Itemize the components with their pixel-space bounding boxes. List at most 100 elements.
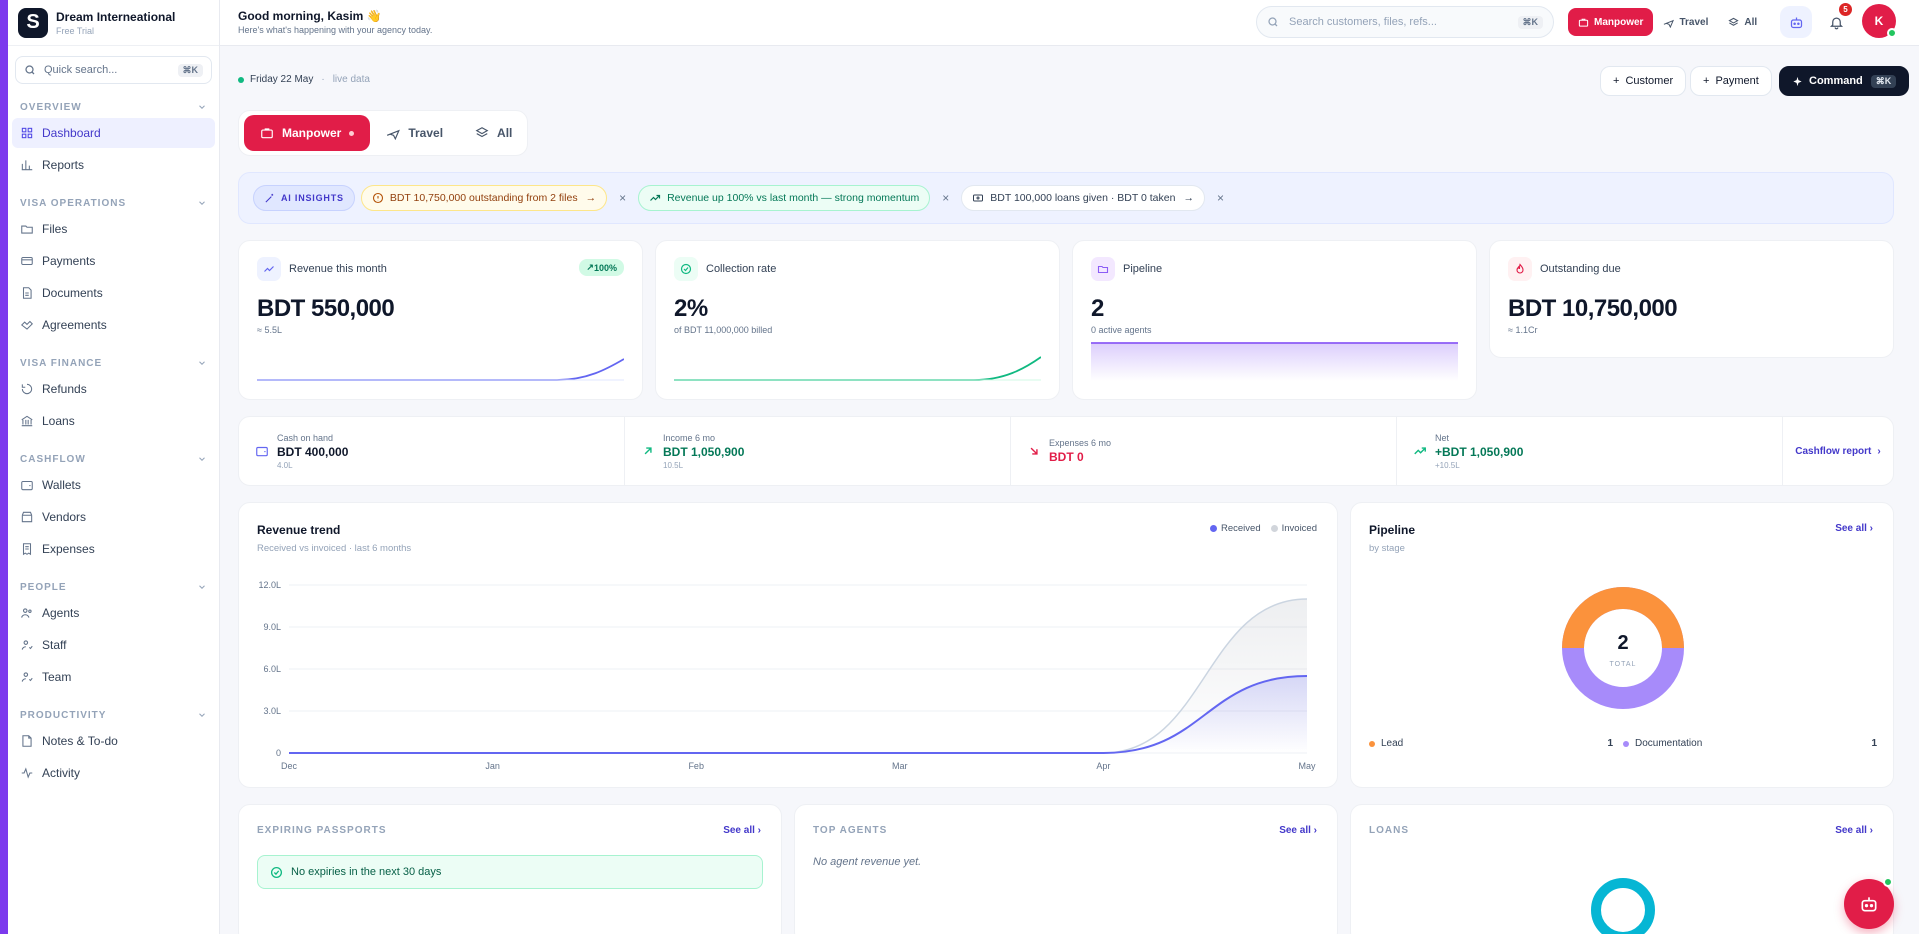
chevron-down-icon: [199, 713, 205, 717]
loans-title: LOANS: [1369, 825, 1409, 836]
check-circle-icon: [270, 866, 283, 878]
stage-count: 1: [1607, 738, 1613, 749]
insight-outstanding[interactable]: BDT 10,750,000 outstanding from 2 files →: [360, 185, 608, 211]
sidebar-item-payments[interactable]: Payments: [12, 246, 215, 276]
x-tick-label: Dec: [281, 761, 298, 771]
chevron-down-icon: [199, 105, 205, 109]
dismiss-insight-button[interactable]: ×: [1216, 191, 1224, 205]
x-tick-label: Feb: [688, 761, 704, 771]
legend-swatch-invoiced: [1270, 525, 1278, 532]
sidebar-section-header[interactable]: OVERVIEW: [8, 98, 219, 116]
card-icon: [21, 256, 33, 266]
sidebar-item-wallets[interactable]: Wallets: [12, 470, 215, 500]
stage-name: Lead: [1381, 738, 1404, 749]
wand-icon: [265, 193, 274, 203]
passports-see-all-link[interactable]: See all ›: [723, 825, 761, 836]
sidebar-section-header[interactable]: CASHFLOW: [8, 450, 219, 468]
section-title: VISA OPERATIONS: [20, 197, 127, 209]
sidebar-item-loans[interactable]: Loans: [12, 406, 215, 436]
sidebar-section-header[interactable]: VISA OPERATIONS: [8, 194, 219, 212]
assistant-button[interactable]: [1780, 6, 1812, 38]
sidebar-item-activity[interactable]: Activity: [12, 758, 215, 788]
online-status-dot: [1887, 28, 1897, 38]
segment-travel[interactable]: Travel: [1653, 8, 1718, 36]
dismiss-insight-button[interactable]: ×: [942, 191, 950, 205]
tab-all[interactable]: All: [459, 115, 528, 151]
insight-loans[interactable]: BDT 100,000 loans given · BDT 0 taken →: [961, 185, 1205, 211]
sidebar-item-agents[interactable]: Agents: [12, 598, 215, 628]
sidebar-item-notes-to-do[interactable]: Notes & To-do: [12, 726, 215, 756]
refund-icon: [21, 383, 33, 395]
insight-loans-text: BDT 100,000 loans given · BDT 0 taken: [990, 192, 1176, 204]
layers-icon: [475, 127, 489, 138]
avatar[interactable]: K: [1862, 4, 1897, 38]
sidebar-item-documents[interactable]: Documents: [12, 278, 215, 308]
kpi-value: 2%: [674, 295, 708, 322]
legend-swatch: [1623, 740, 1629, 747]
sidebar-section-header[interactable]: PEOPLE: [8, 578, 219, 596]
sidebar-item-files[interactable]: Files: [12, 214, 215, 244]
sidebar-section-header[interactable]: VISA FINANCE: [8, 354, 219, 372]
pipeline-stage-documentation: Documentation 1: [1623, 738, 1877, 749]
segment-manpower[interactable]: Manpower: [1568, 8, 1654, 36]
sidebar-item-vendors[interactable]: Vendors: [12, 502, 215, 532]
sidebar-item-reports[interactable]: Reports: [12, 150, 215, 180]
kpi-pipeline[interactable]: Pipeline 2 0 active agents: [1072, 240, 1477, 400]
brand[interactable]: S Dream Interneational Free Trial: [8, 0, 219, 46]
pipeline-see-all-link[interactable]: See all ›: [1835, 523, 1873, 534]
quick-search-placeholder: Quick search...: [44, 64, 118, 76]
expiring-passports-title: EXPIRING PASSPORTS: [257, 825, 387, 836]
kpi-outstanding[interactable]: Outstanding due BDT 10,750,000 ≈ 1.1Cr: [1489, 240, 1894, 358]
store-icon: [21, 511, 33, 523]
kpi-value: BDT 10,750,000: [1508, 295, 1678, 322]
sidebar-item-refunds[interactable]: Refunds: [12, 374, 215, 404]
cashflow-report-label: Cashflow report: [1795, 445, 1872, 457]
cash-icon: [973, 194, 984, 202]
trend-up-icon: [257, 257, 281, 281]
tab-manpower[interactable]: Manpower: [244, 115, 371, 151]
sidebar-item-agreements[interactable]: Agreements: [12, 310, 215, 340]
collection-sparkline: [674, 356, 1041, 381]
kpi-revenue[interactable]: Revenue this month ↗ 100% BDT 550,000 ≈ 5…: [238, 240, 643, 400]
sidebar-item-expenses[interactable]: Expenses: [12, 534, 215, 564]
cashflow-label: Income 6 mo: [663, 432, 716, 443]
segment-all[interactable]: All: [1718, 8, 1767, 36]
x-tick-label: Apr: [1096, 761, 1110, 771]
sidebar-item-team[interactable]: Team: [12, 662, 215, 692]
flame-icon: [1508, 257, 1532, 281]
chevron-right-icon: ›: [1877, 445, 1881, 457]
command-button[interactable]: Command ⌘K: [1779, 66, 1910, 96]
cashflow-report-link[interactable]: Cashflow report ›: [1783, 417, 1893, 485]
agents-see-all-link[interactable]: See all ›: [1279, 825, 1317, 836]
sidebar-item-label: Documents: [42, 286, 103, 300]
add-payment-button[interactable]: + Payment: [1690, 66, 1772, 96]
y-tick-label: 12.0L: [258, 580, 281, 590]
global-search-input[interactable]: Search customers, files, refs... ⌘K: [1256, 6, 1554, 38]
pipeline-legend: Lead 1 Documentation 1: [1369, 738, 1877, 749]
dismiss-insight-button[interactable]: ×: [619, 191, 627, 205]
assistant-fab[interactable]: [1844, 877, 1894, 929]
sidebar-item-staff[interactable]: Staff: [12, 630, 215, 660]
sidebar-section-header[interactable]: PRODUCTIVITY: [8, 706, 219, 724]
bar-chart-icon: [21, 160, 33, 171]
notifications-button[interactable]: 5: [1820, 3, 1852, 38]
no-expiries-text: No expiries in the next 30 days: [291, 866, 442, 878]
top-agents-card: TOP AGENTS See all › No agent revenue ye…: [794, 804, 1338, 934]
legend-invoiced: Invoiced: [1281, 523, 1317, 534]
add-customer-button[interactable]: + Customer: [1600, 66, 1687, 96]
kpi-collection-rate[interactable]: Collection rate 2% of BDT 11,000,000 bil…: [655, 240, 1060, 400]
sidebar-item-label: Wallets: [42, 478, 81, 492]
search-icon: [25, 65, 35, 75]
greeting: Good morning, Kasim 👋: [238, 9, 382, 23]
insight-revenue[interactable]: Revenue up 100% vs last month — strong m…: [638, 185, 931, 211]
segment-all-label: All: [1744, 16, 1758, 28]
legend-swatch-received: [1210, 525, 1217, 532]
see-all-label: See all: [1279, 825, 1311, 836]
briefcase-icon: [1578, 18, 1589, 27]
loans-see-all-link[interactable]: See all ›: [1835, 825, 1873, 836]
legend-received: Received: [1221, 523, 1261, 534]
sidebar-item-dashboard[interactable]: Dashboard: [12, 118, 215, 148]
tab-travel[interactable]: Travel: [370, 115, 459, 151]
wallet-icon: [256, 446, 268, 457]
quick-search-input[interactable]: Quick search... ⌘K: [15, 56, 212, 84]
